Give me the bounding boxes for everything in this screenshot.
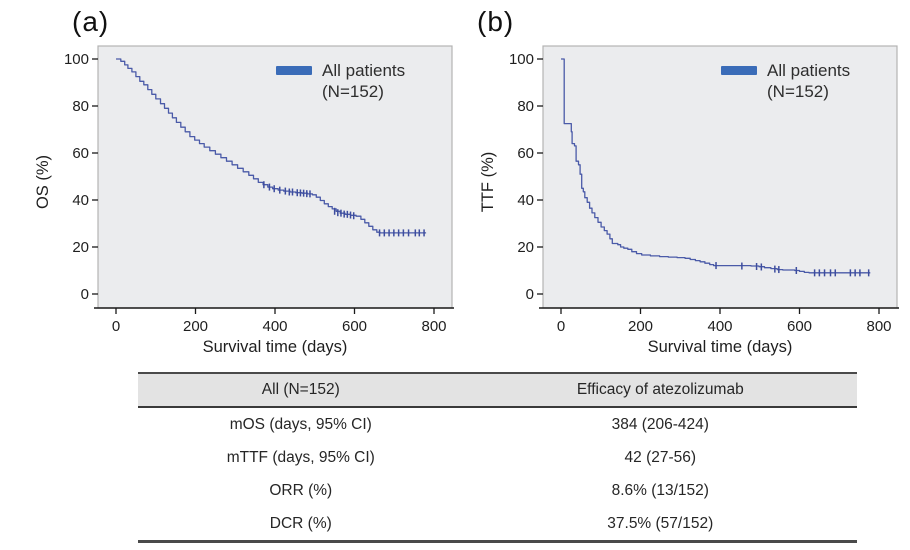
panel-b-label: (b) [477, 6, 515, 37]
ttf-survival-chart: Survival time (days) TTF (%) 0 20 40 60 80 10… [479, 45, 899, 356]
plot-area [542, 45, 898, 309]
legend-panel-a: All patients (N=152) [276, 60, 405, 102]
legend-sublabel: (N=152) [322, 82, 384, 101]
panel-a-label: (a) [72, 6, 110, 37]
x-tick-label: 800 [866, 318, 891, 335]
metric-value: 384 (206-424) [611, 415, 709, 433]
table-row-dcr: DCR (%) 37.5% (57/152) [138, 507, 857, 542]
plot-area [97, 45, 453, 309]
metric-value: 37.5% (57/152) [607, 514, 714, 532]
y-tick-label: 0 [526, 286, 534, 303]
x-tick-label: 0 [112, 318, 120, 335]
metric-label: ORR (%) [269, 481, 333, 499]
y-tick-label: 60 [517, 145, 534, 162]
y-tick-label: 60 [72, 145, 89, 162]
table-col-header-efficacy: Efficacy of atezolizumab [463, 373, 857, 408]
os-survival-chart: Survival time (days) OS (%) 0 20 40 60 80 100… [34, 45, 454, 356]
legend-label: All patients [322, 61, 406, 80]
y-tick-label: 100 [509, 51, 534, 68]
x-tick-label: 800 [421, 318, 446, 335]
table-row-mos: mOS (days, 95% CI) 384 (206-424) [138, 407, 857, 441]
y-axis-title: OS (%) [34, 155, 52, 209]
x-tick-label: 600 [787, 318, 812, 335]
legend-swatch-all-patients [276, 66, 312, 75]
metric-value: 42 (27-56) [624, 448, 697, 466]
km-curve [561, 58, 871, 274]
legend-label: All patients [767, 61, 851, 80]
y-tick-label: 40 [72, 192, 89, 209]
x-tick-label: 600 [342, 318, 367, 335]
metric-value: 8.6% (13/152) [611, 481, 709, 499]
efficacy-table: All (N=152) Efficacy of atezolizumab mOS… [138, 372, 857, 543]
metric-label: mOS (days, 95% CI) [229, 415, 372, 433]
metric-label: DCR (%) [269, 514, 332, 532]
x-tick-label: 200 [628, 318, 653, 335]
table-col-header-population: All (N=152) [138, 373, 464, 408]
x-tick-label: 200 [183, 318, 208, 335]
x-tick-label: 400 [262, 318, 287, 335]
metric-label: mTTF (days, 95% CI) [226, 448, 375, 466]
table-row-orr: ORR (%) 8.6% (13/152) [138, 474, 857, 507]
y-tick-label: 80 [72, 98, 89, 115]
y-tick-label: 20 [517, 239, 534, 256]
y-tick-label: 0 [81, 286, 89, 303]
x-axis-title: Survival time (days) [648, 338, 793, 356]
table-row-mttf: mTTF (days, 95% CI) 42 (27-56) [138, 441, 857, 474]
y-axis-title: TTF (%) [479, 152, 497, 212]
legend-panel-b: All patients (N=152) [721, 60, 850, 102]
y-tick-label: 40 [517, 192, 534, 209]
y-tick-label: 80 [517, 98, 534, 115]
x-tick-label: 400 [707, 318, 732, 335]
legend-swatch-all-patients [721, 66, 757, 75]
y-tick-label: 20 [72, 239, 89, 256]
y-tick-label: 100 [64, 51, 89, 68]
km-curve [116, 58, 427, 234]
x-axis-title: Survival time (days) [203, 338, 348, 356]
x-tick-label: 0 [557, 318, 565, 335]
table-header-row: All (N=152) Efficacy of atezolizumab [138, 373, 857, 408]
legend-sublabel: (N=152) [767, 82, 829, 101]
